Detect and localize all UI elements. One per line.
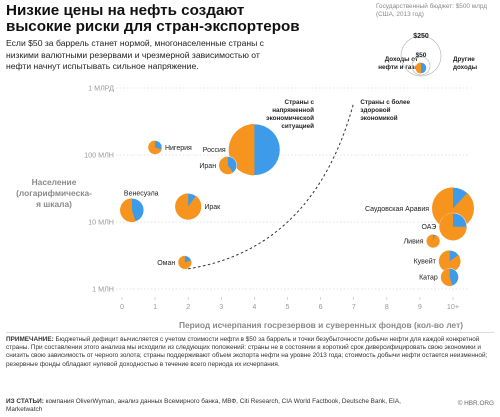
divider-curve [188,102,355,270]
data-point-label: ОАЭ [421,224,436,231]
notes-label: ПРИМЕЧАНИЕ: [6,336,54,343]
x-tick-label: 7 [352,302,356,311]
zone-label-right: здоровой [360,106,390,114]
x-tick-label: 9 [418,302,422,311]
chart-subtitle: Если $50 за баррель станет нормой, много… [6,38,264,72]
zone-label-left: экономической [266,114,314,122]
data-point-label: Россия [203,147,226,154]
legend-sample-pie [415,62,427,74]
data-point [218,156,238,175]
data-point-oil [148,140,162,155]
x-tick-label: 5 [286,302,290,311]
data-point-oil [439,213,467,241]
zone-label-left: Страны с [285,99,315,106]
zone-label-left: ситуацией [281,122,314,130]
y-tick-label: 10 МЛН [88,218,114,227]
data-point-oil [438,250,461,273]
zone-label-left: напряженной [272,106,314,114]
data-point-label: Ирак [204,204,221,211]
data-point-label: Венесуэла [124,190,159,197]
data-point-label: Кувейт [414,258,437,266]
data-point-oil [120,198,136,223]
y-tick-label: 100 МЛН [84,151,114,160]
data-point-label: Оман [157,260,175,267]
x-tick-label: 4 [252,302,256,311]
y-axis-title: (логарифмическа- [16,188,92,198]
data-point [147,140,163,155]
data-point-label: Иран [199,163,216,170]
zone-label-right: экономикой [360,114,397,122]
sources-label: ИЗ СТАТЬИ: [6,398,44,405]
x-tick-label: 10+ [447,302,459,311]
notes-text: Бюджетный дефицит вычисляется с учетом с… [6,336,488,368]
footer-sources: ИЗ СТАТЬИ: компания OliverWyman, анализ … [6,398,426,414]
legend-big-label: $250 [413,33,429,40]
legend-big-circle [400,35,442,77]
data-point [426,234,441,248]
sources-text: компания OliverWyman, анализ данных Всем… [6,398,401,414]
y-tick-label: 1 МЛРД [88,84,114,93]
legend-small-label: $50 [416,52,427,59]
footer-divider [6,332,494,333]
x-tick-label: 3 [219,302,223,311]
data-point-label: Нигерия [165,145,192,152]
data-point-oil [175,193,202,220]
legend-budget-title: Государственный бюджет: $500 млрд (США, … [376,3,487,18]
data-point-label: Катар [419,275,438,282]
x-tick-label: 0 [120,302,124,311]
footer-notes: ПРИМЕЧАНИЕ: Бюджетный дефицит вычисляетс… [6,336,494,369]
data-point-label: Ливия [404,239,424,246]
data-point-oil [219,156,234,175]
data-point [174,193,202,220]
data-point-oil [426,234,440,248]
legend-other-label: Другие доходы [453,56,478,71]
legend-small-circle [411,56,431,76]
data-point-label: Саудовская Аравия [365,206,429,213]
chart-title: Низкие цены на нефть создают высокие рис… [6,2,300,35]
data-point [119,198,145,223]
data-point-oil [440,268,453,287]
legend-sample-pie-oil [415,62,421,74]
data-point [439,212,467,241]
data-point-oil [178,255,192,269]
data-point [440,268,459,287]
x-tick-label: 2 [186,302,190,311]
y-axis-title: Население [32,177,77,187]
y-axis-title: я шкала) [36,199,72,209]
y-tick-label: 1 МЛН [92,285,114,294]
zone-label-right: Страны с более [360,98,410,106]
x-tick-label: 8 [385,302,389,311]
x-axis-title: Период исчерпания госрезервов и суверенн… [179,320,463,330]
x-tick-label: 6 [319,302,323,311]
data-point [178,255,192,270]
x-tick-label: 1 [153,302,157,311]
credit: © HBR.ORG [457,400,494,407]
